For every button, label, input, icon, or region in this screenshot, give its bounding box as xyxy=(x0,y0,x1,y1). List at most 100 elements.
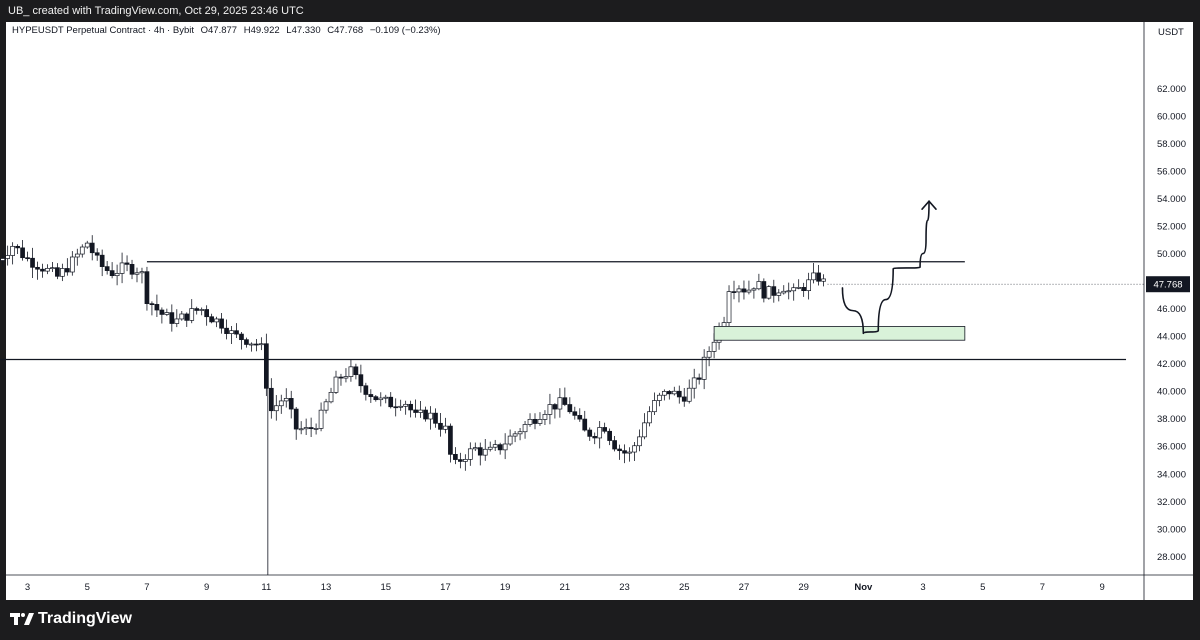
candle-up xyxy=(472,447,478,450)
candle-up xyxy=(45,267,50,272)
candle-up xyxy=(303,427,309,430)
x-tick-label: 5 xyxy=(85,582,90,593)
candle-down xyxy=(567,404,573,413)
candle-down xyxy=(562,397,568,405)
candle-down xyxy=(731,291,737,293)
x-tick-label: 29 xyxy=(798,582,809,593)
candle-up xyxy=(323,401,329,411)
y-tick-label: 34.000 xyxy=(1157,469,1186,480)
candle-up xyxy=(259,343,264,346)
candle-down xyxy=(35,266,40,270)
candle-down xyxy=(413,409,418,413)
candle-up xyxy=(751,288,757,291)
candle-up xyxy=(383,396,389,399)
candle-down xyxy=(15,245,20,249)
candle-up xyxy=(139,271,145,274)
projection-arrow-head xyxy=(921,199,937,210)
candle-up xyxy=(278,400,284,407)
candle-up xyxy=(69,256,75,273)
candle-down xyxy=(30,257,35,268)
candle-down xyxy=(363,385,369,395)
candle-up xyxy=(671,390,677,395)
candle-down xyxy=(55,267,60,277)
candle-down xyxy=(154,304,160,311)
candle-up xyxy=(378,397,384,401)
candle-up xyxy=(507,435,513,445)
projection-path xyxy=(841,200,930,335)
candle-up xyxy=(283,398,289,402)
x-tick-label: 9 xyxy=(204,582,209,593)
candle-down xyxy=(209,316,214,323)
candle-up xyxy=(333,376,339,393)
attribution-text: UB_ created with TradingView.com, Oct 29… xyxy=(8,5,304,17)
candle-up xyxy=(174,318,180,324)
attribution-bar: UB_ created with TradingView.com, Oct 29… xyxy=(0,0,1200,22)
candle-up xyxy=(557,397,563,410)
candle-down xyxy=(358,374,364,387)
ohlc-low: L47.330 xyxy=(286,25,321,36)
candle-down xyxy=(617,448,622,452)
x-tick-label: 19 xyxy=(500,582,511,593)
candle-down xyxy=(204,309,209,318)
candle-up xyxy=(637,436,642,447)
candle-down xyxy=(497,444,503,451)
x-tick-label: 11 xyxy=(261,582,271,593)
candle-down xyxy=(89,242,95,254)
candle-up xyxy=(5,255,11,259)
candle-up xyxy=(10,245,15,256)
y-tick-label: 38.000 xyxy=(1157,414,1186,425)
candle-down xyxy=(109,270,115,277)
x-tick-label: 7 xyxy=(1040,582,1045,593)
candle-down xyxy=(373,396,379,401)
candle-up xyxy=(313,428,319,430)
ohlc-close: C47.768 xyxy=(327,25,364,36)
candle-up xyxy=(74,253,80,258)
candle-up xyxy=(657,394,662,401)
y-tick-label: 30.000 xyxy=(1157,524,1186,535)
demand-zone xyxy=(713,326,966,341)
x-tick-label: Nov xyxy=(854,582,873,593)
candle-up xyxy=(691,377,697,389)
candle-down xyxy=(761,281,767,299)
candle-down xyxy=(288,398,294,410)
x-tick-label: 3 xyxy=(25,582,30,593)
symbol-info-line: HYPEUSDT Perpetual Contract · 4h · Bybit… xyxy=(12,25,445,36)
candle-down xyxy=(338,376,344,379)
candle-up xyxy=(487,446,493,450)
y-tick-label: 40.000 xyxy=(1157,387,1186,398)
candle-down xyxy=(353,366,359,376)
candle-up xyxy=(746,289,752,293)
candle-down xyxy=(741,288,747,293)
candle-down xyxy=(607,430,612,441)
candle-down xyxy=(149,303,155,306)
candle-down xyxy=(448,425,453,455)
candle-down xyxy=(453,453,458,460)
candle-up xyxy=(482,448,488,456)
candle-down xyxy=(612,440,617,450)
candle-up xyxy=(164,312,170,315)
candle-up xyxy=(791,287,797,292)
x-tick-label: 13 xyxy=(321,582,332,593)
candle-up xyxy=(403,403,408,407)
candle-up xyxy=(134,272,140,275)
candle-down xyxy=(244,339,249,345)
currency-label[interactable]: USDT xyxy=(1158,27,1184,38)
last-price-tag xyxy=(1146,276,1190,293)
candle-up xyxy=(199,309,205,311)
candle-down xyxy=(622,450,627,454)
candle-down xyxy=(676,390,682,398)
x-tick-label: 7 xyxy=(144,582,149,593)
candle-up xyxy=(467,448,473,460)
ohlc-high: H49.922 xyxy=(243,25,280,36)
candle-down xyxy=(423,409,428,420)
candle-down xyxy=(184,313,190,321)
candle-up xyxy=(463,459,468,462)
candle-up xyxy=(428,412,433,420)
axis-labels-layer: 28.000 30.000 32.000 34.000 36.000 38.000 40.0… xyxy=(25,84,1190,593)
candle-down xyxy=(293,408,299,430)
candle-up xyxy=(811,272,816,281)
chart-panel[interactable] xyxy=(6,22,1193,600)
x-tick-label: 25 xyxy=(679,582,690,593)
symbol-name[interactable]: HYPEUSDT Perpetual Contract · 4h · Bybit xyxy=(12,25,194,36)
